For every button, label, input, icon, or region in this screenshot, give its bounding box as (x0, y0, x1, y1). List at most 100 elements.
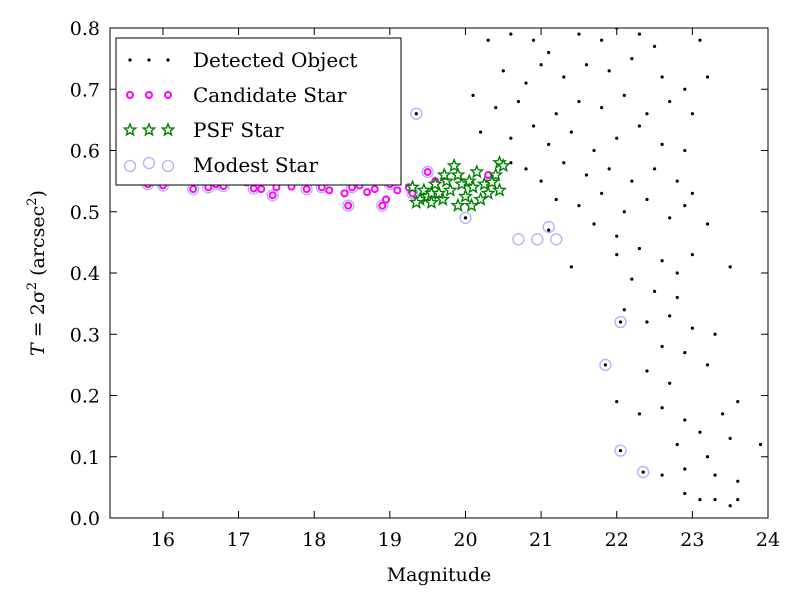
data-point (189, 185, 198, 194)
data-point (408, 194, 424, 209)
data-point (705, 75, 710, 79)
data-point (501, 69, 505, 73)
data-point (421, 165, 434, 179)
plot-area (141, 28, 763, 508)
y-tick-label: 0.1 (70, 447, 100, 469)
data-point (705, 222, 710, 226)
data-point (562, 75, 566, 79)
data-point (302, 185, 311, 194)
x-tick-label: 22 (605, 529, 629, 551)
y-tick-label: 0.4 (70, 263, 100, 285)
data-point (427, 176, 443, 191)
data-point (577, 32, 581, 36)
data-point (393, 186, 402, 195)
legend-marker (166, 58, 170, 62)
legend-box (115, 37, 402, 186)
data-point (562, 161, 566, 165)
data-point (705, 455, 710, 459)
legend-entry: Modest Star (123, 153, 318, 177)
data-point (577, 204, 581, 208)
data-point (675, 295, 679, 300)
data-point (675, 179, 679, 183)
data-point (471, 93, 475, 97)
data-point (478, 130, 483, 134)
data-point (382, 195, 391, 204)
y-tick-label: 0.0 (70, 508, 100, 530)
data-point (622, 308, 626, 312)
data-point (584, 63, 589, 67)
y-tick-label: 0.2 (70, 386, 100, 408)
data-point (550, 233, 563, 246)
data-point (660, 473, 664, 477)
data-point (461, 173, 477, 188)
data-point (480, 185, 496, 200)
data-point (690, 253, 694, 257)
data-point (442, 182, 458, 197)
data-point (509, 32, 513, 36)
data-point (615, 400, 619, 404)
data-point (459, 211, 472, 225)
data-point (457, 188, 474, 203)
series-detected-object (414, 28, 763, 508)
x-tick-label: 17 (226, 529, 250, 551)
data-point (607, 69, 611, 73)
data-point (713, 332, 717, 336)
data-point (607, 167, 611, 171)
legend-entry: Detected Object (128, 48, 357, 72)
data-point (414, 112, 418, 116)
y-tick-label: 0.5 (70, 202, 100, 224)
data-point (600, 106, 604, 110)
series-psf-star (404, 154, 511, 213)
data-point (637, 412, 642, 416)
data-point (668, 99, 672, 104)
data-point (524, 81, 528, 85)
data-point (524, 167, 528, 171)
data-point (728, 436, 732, 440)
data-point (446, 157, 462, 173)
data-point (542, 220, 555, 234)
data-point (758, 442, 763, 447)
y-axis-title-part: 2 (25, 282, 40, 290)
data-point (614, 444, 627, 457)
data-point (698, 38, 702, 42)
legend-marker (123, 159, 137, 173)
data-point (736, 400, 740, 404)
data-point (698, 430, 702, 434)
data-point (660, 406, 664, 410)
data-point (486, 38, 490, 42)
data-point (600, 38, 604, 42)
data-point (340, 189, 349, 198)
data-point (675, 271, 679, 275)
data-point (370, 185, 379, 194)
data-point (592, 222, 596, 226)
legend-label: PSF Star (193, 118, 284, 142)
data-point (668, 314, 672, 318)
data-point (463, 197, 480, 213)
data-point (622, 93, 626, 97)
legend-marker (122, 122, 138, 137)
data-point (668, 216, 672, 220)
data-point (630, 57, 634, 61)
data-point (630, 277, 634, 281)
data-point (618, 449, 623, 453)
x-tick-label: 21 (529, 529, 553, 551)
data-point (423, 194, 439, 209)
data-point (495, 157, 511, 173)
data-point (423, 167, 432, 176)
data-point (652, 167, 657, 171)
data-point (554, 112, 558, 116)
data-point (683, 204, 687, 208)
y-tick-label: 0.8 (70, 18, 100, 40)
legend-marker (126, 91, 134, 99)
data-point (491, 182, 508, 197)
y-axis-title-part: (arcsec (27, 206, 49, 282)
data-point (652, 289, 657, 293)
data-point (436, 167, 452, 182)
data-point (569, 130, 573, 134)
data-point (465, 179, 481, 194)
y-tick-label: 0.3 (70, 324, 100, 346)
data-point (539, 179, 543, 183)
data-point (660, 75, 664, 79)
data-point (705, 363, 710, 367)
data-point (416, 182, 432, 197)
